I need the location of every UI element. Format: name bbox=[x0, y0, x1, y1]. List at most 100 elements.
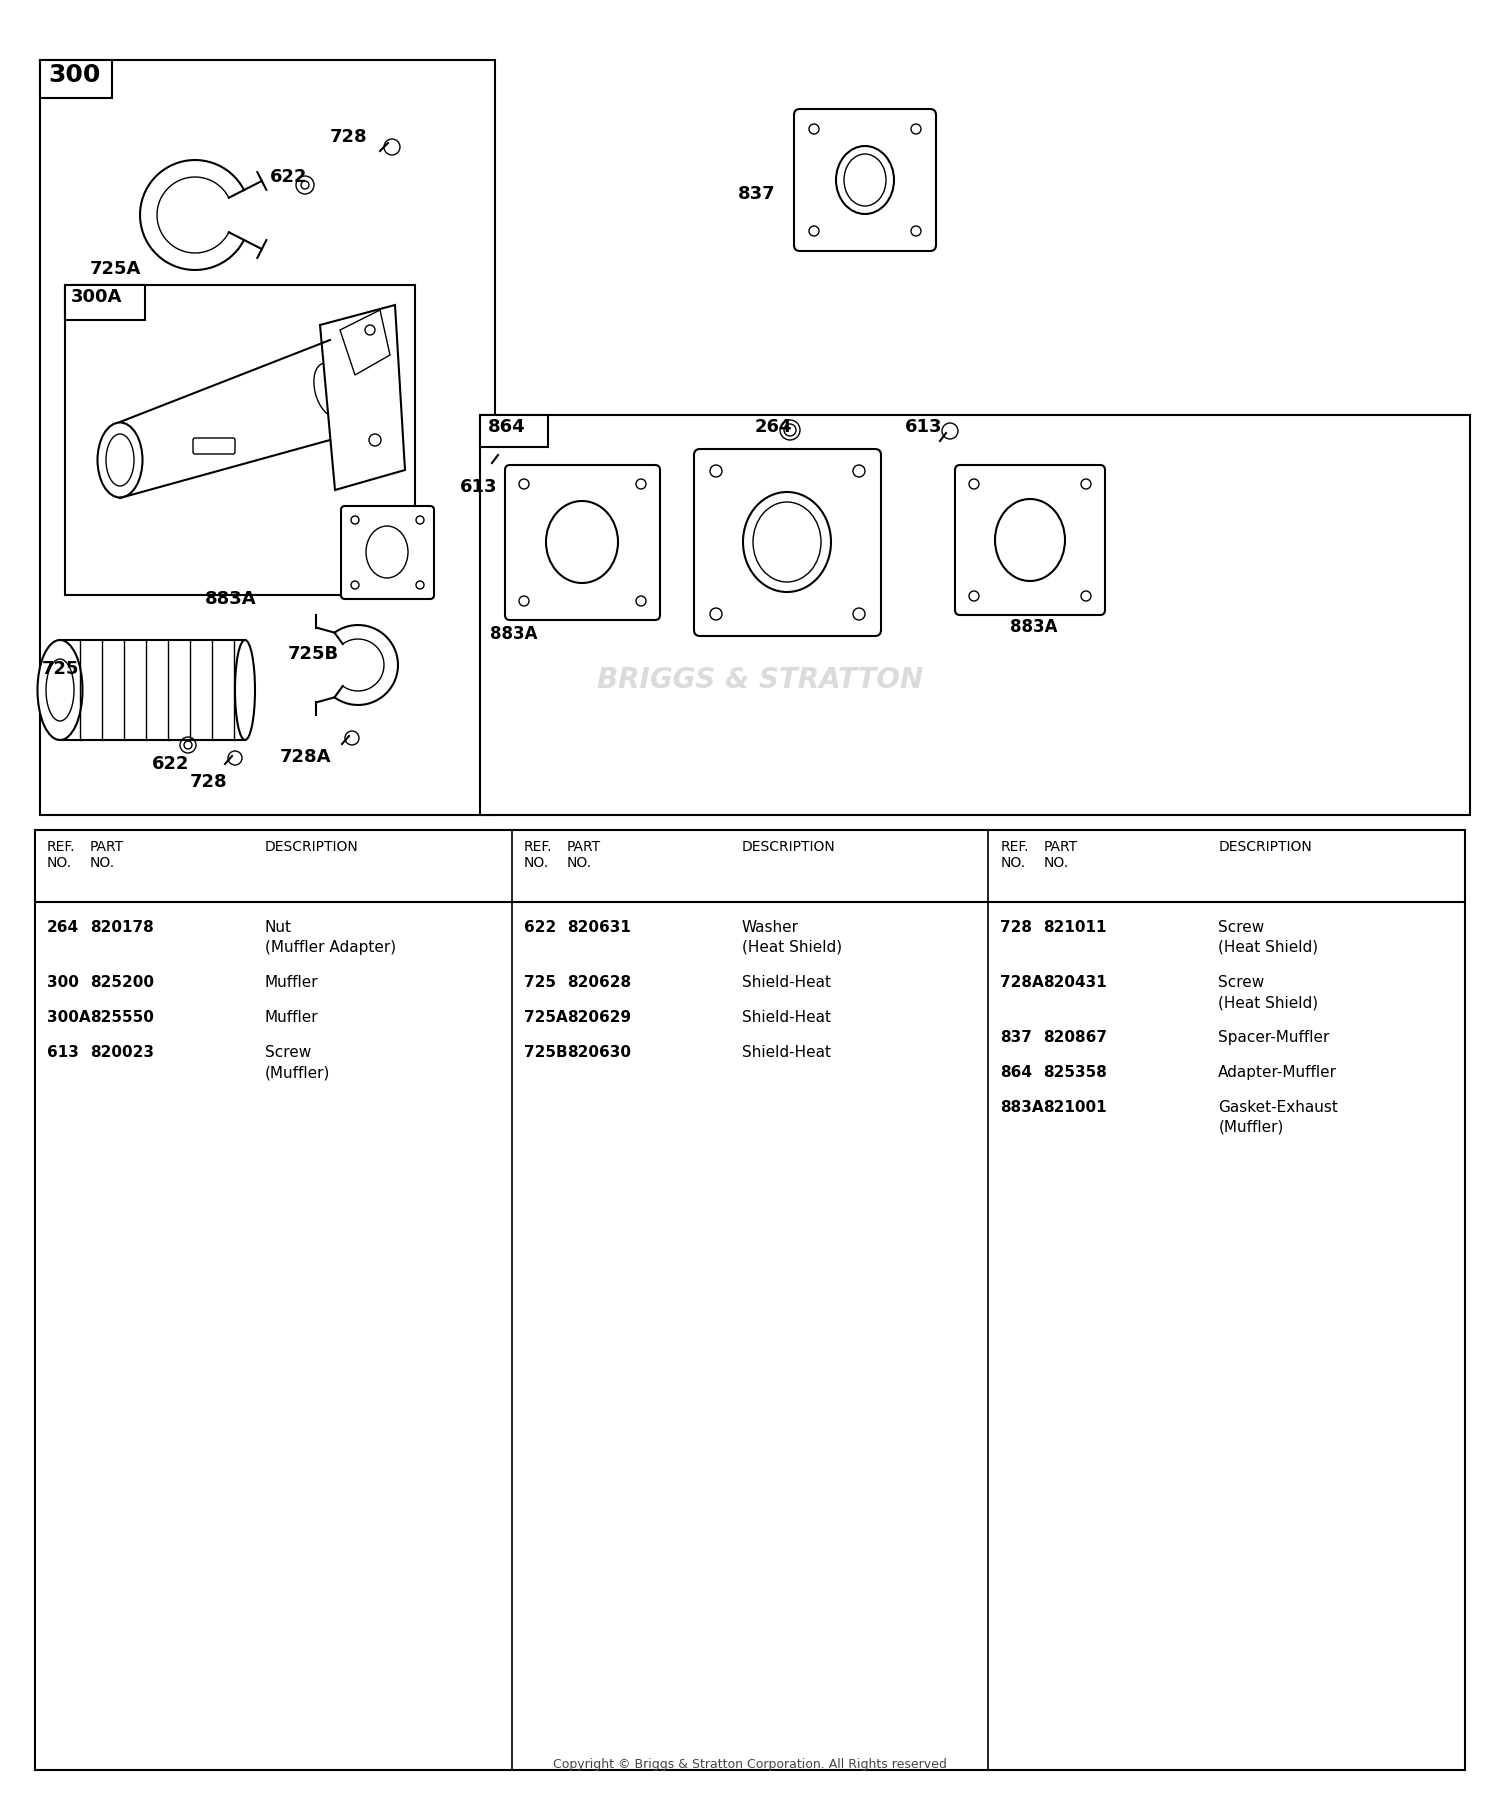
Circle shape bbox=[910, 227, 921, 236]
Text: Muffler: Muffler bbox=[266, 1010, 318, 1024]
Circle shape bbox=[942, 423, 958, 439]
Text: Screw: Screw bbox=[1218, 920, 1264, 934]
Circle shape bbox=[519, 479, 530, 490]
Text: DESCRIPTION: DESCRIPTION bbox=[741, 841, 836, 853]
Text: REF.
NO.: REF. NO. bbox=[1000, 841, 1029, 869]
Text: 825358: 825358 bbox=[1044, 1066, 1107, 1080]
Text: 613: 613 bbox=[460, 479, 498, 497]
Text: 820628: 820628 bbox=[567, 976, 632, 990]
Text: 820023: 820023 bbox=[90, 1046, 154, 1060]
Text: 300A: 300A bbox=[46, 1010, 90, 1024]
Text: 883A: 883A bbox=[206, 590, 257, 608]
Text: 613: 613 bbox=[46, 1046, 80, 1060]
Text: (Muffler Adapter): (Muffler Adapter) bbox=[266, 940, 396, 956]
Text: Copyright © Briggs & Stratton Corporation. All Rights reserved: Copyright © Briggs & Stratton Corporatio… bbox=[554, 1759, 946, 1771]
Circle shape bbox=[969, 590, 980, 601]
Circle shape bbox=[351, 517, 358, 524]
Text: DESCRIPTION: DESCRIPTION bbox=[1218, 841, 1312, 853]
Text: Muffler: Muffler bbox=[266, 976, 318, 990]
Text: 821001: 821001 bbox=[1044, 1100, 1107, 1114]
Circle shape bbox=[1082, 590, 1090, 601]
Text: 725: 725 bbox=[524, 976, 555, 990]
Text: 821011: 821011 bbox=[1044, 920, 1107, 934]
Bar bbox=[64, 284, 416, 596]
Text: 864: 864 bbox=[488, 418, 525, 436]
Bar bbox=[64, 284, 146, 320]
Ellipse shape bbox=[546, 500, 618, 583]
Ellipse shape bbox=[98, 423, 142, 497]
Circle shape bbox=[296, 176, 314, 194]
Text: Screw: Screw bbox=[266, 1046, 312, 1060]
Text: 864: 864 bbox=[1000, 1066, 1032, 1080]
Circle shape bbox=[1082, 479, 1090, 490]
Ellipse shape bbox=[38, 641, 82, 740]
Bar bbox=[34, 830, 1466, 1769]
Circle shape bbox=[354, 349, 366, 362]
Ellipse shape bbox=[46, 659, 74, 722]
Text: 725B: 725B bbox=[288, 644, 339, 662]
FancyBboxPatch shape bbox=[340, 506, 433, 599]
Text: 725B: 725B bbox=[524, 1046, 567, 1060]
Text: 825550: 825550 bbox=[90, 1010, 154, 1024]
Text: PART
NO.: PART NO. bbox=[90, 841, 124, 869]
Text: 264: 264 bbox=[754, 418, 792, 436]
Circle shape bbox=[416, 517, 424, 524]
Text: 622: 622 bbox=[152, 754, 189, 772]
Bar bbox=[480, 416, 1470, 815]
Circle shape bbox=[302, 182, 309, 189]
Text: 837: 837 bbox=[738, 185, 776, 203]
Circle shape bbox=[710, 464, 722, 477]
Circle shape bbox=[384, 139, 400, 155]
Text: PART
NO.: PART NO. bbox=[567, 841, 602, 869]
Ellipse shape bbox=[236, 641, 255, 740]
Text: (Heat Shield): (Heat Shield) bbox=[741, 940, 842, 956]
Circle shape bbox=[710, 608, 722, 619]
Ellipse shape bbox=[314, 364, 346, 418]
Circle shape bbox=[780, 419, 800, 439]
Circle shape bbox=[636, 479, 646, 490]
Circle shape bbox=[853, 608, 865, 619]
Circle shape bbox=[808, 124, 819, 133]
Circle shape bbox=[351, 581, 358, 589]
FancyBboxPatch shape bbox=[794, 110, 936, 250]
Circle shape bbox=[494, 445, 510, 461]
Text: 820178: 820178 bbox=[90, 920, 153, 934]
Text: 613: 613 bbox=[904, 418, 942, 436]
Text: PART
NO.: PART NO. bbox=[1044, 841, 1077, 869]
Text: 264: 264 bbox=[46, 920, 80, 934]
Text: REF.
NO.: REF. NO. bbox=[524, 841, 552, 869]
Text: Gasket-Exhaust: Gasket-Exhaust bbox=[1218, 1100, 1338, 1114]
Text: Shield-Heat: Shield-Heat bbox=[741, 976, 831, 990]
Text: 728: 728 bbox=[1000, 920, 1032, 934]
Circle shape bbox=[416, 581, 424, 589]
Text: 883A: 883A bbox=[490, 625, 537, 643]
Bar bbox=[40, 59, 495, 815]
Text: (Heat Shield): (Heat Shield) bbox=[1218, 940, 1318, 956]
Circle shape bbox=[369, 434, 381, 446]
Circle shape bbox=[910, 124, 921, 133]
Ellipse shape bbox=[366, 526, 408, 578]
Text: Spacer-Muffler: Spacer-Muffler bbox=[1218, 1030, 1329, 1046]
Text: 728: 728 bbox=[330, 128, 368, 146]
Text: (Heat Shield): (Heat Shield) bbox=[1218, 995, 1318, 1010]
Text: 837: 837 bbox=[1000, 1030, 1032, 1046]
Circle shape bbox=[808, 227, 819, 236]
Text: 820867: 820867 bbox=[1044, 1030, 1107, 1046]
Text: 622: 622 bbox=[524, 920, 556, 934]
Text: 300: 300 bbox=[48, 63, 100, 86]
Text: REF.
NO.: REF. NO. bbox=[46, 841, 75, 869]
Ellipse shape bbox=[844, 155, 886, 205]
Text: 820629: 820629 bbox=[567, 1010, 632, 1024]
FancyBboxPatch shape bbox=[694, 448, 880, 635]
Ellipse shape bbox=[994, 499, 1065, 581]
Text: BRIGGS & STRATTON: BRIGGS & STRATTON bbox=[597, 666, 922, 695]
Circle shape bbox=[853, 464, 865, 477]
Text: Nut: Nut bbox=[266, 920, 292, 934]
Ellipse shape bbox=[836, 146, 894, 214]
Text: 725: 725 bbox=[42, 661, 80, 679]
Circle shape bbox=[184, 742, 192, 749]
Circle shape bbox=[636, 596, 646, 607]
Text: 728A: 728A bbox=[280, 749, 332, 767]
Text: Washer: Washer bbox=[741, 920, 798, 934]
Text: DESCRIPTION: DESCRIPTION bbox=[266, 841, 358, 853]
